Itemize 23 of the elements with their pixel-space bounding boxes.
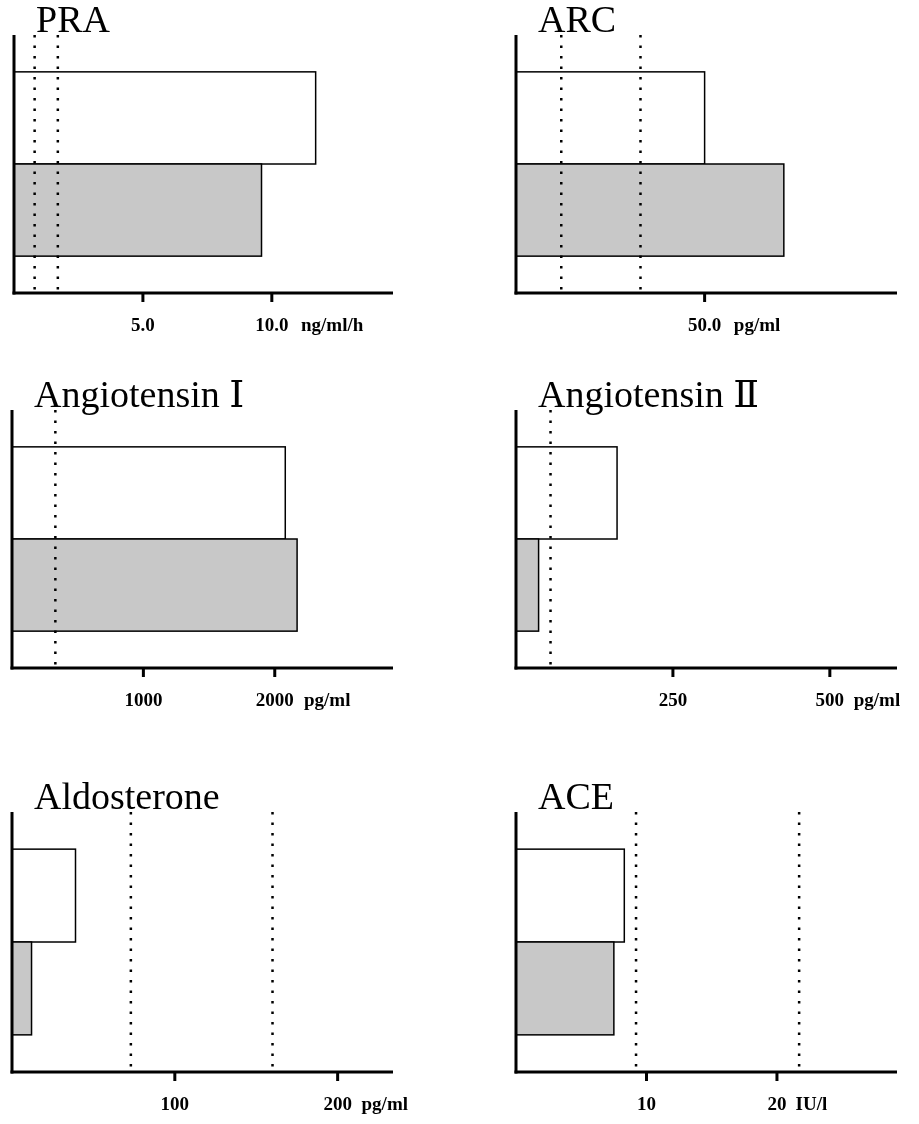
chart-title: ARC [538,0,617,40]
chart-title: PRA [36,0,111,40]
chart-title: Angiotensin Ⅱ [538,373,760,415]
x-axis-title: ng/ml/h [301,314,364,335]
x-axis-title: pg/ml [853,689,901,710]
x-tick-label: 50.0 [687,314,722,335]
x-axis-title: IU/l [795,1093,828,1114]
x-tick-label: 5.0 [131,314,155,335]
x-tick-label: 2000 [255,689,294,710]
x-axis-title: pg/ml [361,1093,408,1114]
x-tick-label: 250 [658,689,688,710]
x-axis-title: pg/ml [733,314,781,335]
x-tick-label: 500 [815,689,845,710]
x-axis-title: pg/ml [303,689,351,710]
chart-title: Angiotensin Ⅰ [34,373,245,415]
x-tick-label: 20 [767,1093,787,1114]
chart-title: ACE [538,775,614,817]
x-tick-label: 1000 [124,689,163,710]
chart-title: Aldosterone [34,775,220,817]
x-tick-label: 10.0 [255,314,289,335]
x-tick-label: 100 [160,1093,190,1114]
x-tick-label: 10 [636,1093,656,1114]
x-tick-label: 200 [323,1093,352,1114]
